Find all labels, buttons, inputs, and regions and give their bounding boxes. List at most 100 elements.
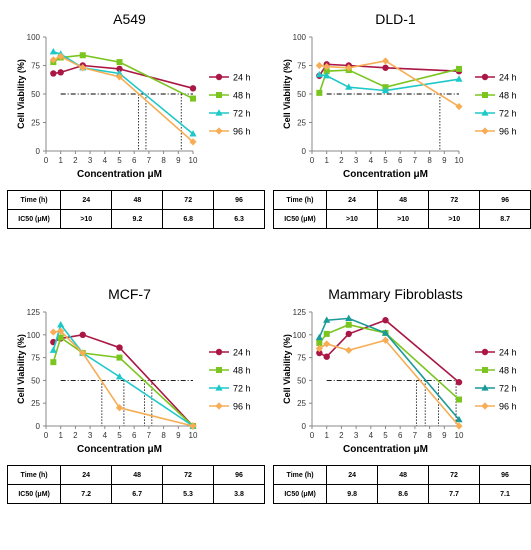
chart-panel-dld1: DLD-1 0 25 50 75 100 0 1 2 3 4 5 6 7 8 9 10 Concentration… — [266, 0, 531, 275]
x-tick-label: 2 — [339, 156, 344, 165]
legend-marker — [215, 348, 223, 356]
series-line — [318, 323, 460, 401]
data-point — [345, 64, 353, 72]
x-tick-label: 3 — [354, 431, 359, 440]
data-point — [345, 330, 352, 338]
ic50-table-mammary-fibroblasts: Time (h) 24 48 72 96 IC50 (μM) 9.8 8.6 7… — [272, 465, 531, 504]
data-point — [345, 321, 352, 328]
table-cell: >10 — [325, 209, 379, 229]
x-tick-label: 8 — [427, 431, 432, 440]
x-axis-label: Concentration μM — [343, 444, 428, 455]
x-tick-label: 0 — [310, 431, 315, 440]
x-axis-label: Concentration μM — [77, 444, 162, 455]
ic50-table-mcf7: Time (h) 24 48 72 96 IC50 (μM) 7.2 6.7 5… — [6, 465, 265, 504]
data-point — [116, 344, 123, 351]
table-cell: 96 — [213, 465, 265, 485]
table-cell: Time (h) — [6, 465, 62, 485]
legend-label: 96 h — [233, 127, 251, 137]
data-point — [50, 359, 57, 366]
legend-label: 48 h — [499, 366, 517, 376]
x-tick-label: 0 — [310, 156, 315, 165]
table-cell: 96 — [479, 465, 531, 485]
legend-marker — [481, 109, 489, 116]
data-point — [323, 353, 330, 360]
chart-panel-a549: A549 0 25 50 75 100 0 1 2 3 4 5 6 7 8 9 10 Concentration … — [0, 0, 265, 275]
legend-marker — [481, 384, 489, 391]
y-tick-label: 125 — [27, 308, 41, 317]
y-tick-label: 0 — [302, 422, 307, 431]
x-tick-label: 8 — [161, 156, 166, 165]
table-cell: >10 — [60, 209, 113, 229]
table-cell: 24 — [60, 465, 113, 485]
x-tick-label: 1 — [58, 156, 63, 165]
table-cell: Time (h) — [6, 190, 62, 210]
legend-label: 48 h — [233, 91, 251, 101]
y-axis-label: Cell Viability (%) — [282, 334, 292, 404]
data-point — [316, 349, 323, 357]
x-tick-label: 10 — [189, 156, 198, 165]
table-header-row: Time (h) 24 48 72 96 — [6, 465, 265, 485]
table-cell: >10 — [377, 209, 430, 229]
chart-title: A549 — [113, 11, 146, 27]
data-point — [455, 102, 463, 111]
x-tick-label: 2 — [73, 431, 78, 440]
y-tick-label: 50 — [297, 376, 306, 385]
table-cell: 96 — [479, 190, 531, 210]
x-tick-label: 4 — [369, 431, 374, 440]
table-cell: 24 — [60, 190, 113, 210]
x-tick-label: 3 — [88, 156, 93, 165]
y-axis-label: Cell Viability (%) — [16, 59, 26, 129]
table-cell: 48 — [111, 465, 164, 485]
legend-marker — [215, 127, 223, 135]
table-row: IC50 (μM) >10 9.2 6.8 6.3 — [6, 209, 265, 229]
x-tick-label: 0 — [44, 431, 49, 440]
table-cell: 9.2 — [111, 209, 164, 229]
data-point — [456, 65, 462, 72]
y-tick-label: 0 — [36, 147, 41, 156]
y-tick-label: 100 — [293, 33, 307, 42]
x-tick-label: 2 — [339, 431, 344, 440]
x-tick-label: 3 — [354, 156, 359, 165]
table-cell: 24 — [325, 190, 379, 210]
table-cell: 48 — [377, 190, 430, 210]
table-cell: 8.7 — [479, 209, 531, 229]
data-point — [116, 65, 123, 73]
y-tick-label: 75 — [31, 354, 40, 363]
chart-panel-mcf7: MCF-7 0 25 50 75 100 125 0 1 2 3 4 5 6 7 8 9 10 Concentrat… — [0, 275, 265, 550]
table-cell: 6.7 — [111, 484, 164, 504]
x-axis-label: Concentration μM — [77, 169, 162, 180]
y-tick-label: 75 — [31, 62, 40, 71]
table-cell: 7.7 — [428, 484, 481, 504]
x-tick-label: 6 — [398, 431, 403, 440]
y-tick-label: 50 — [31, 90, 40, 99]
table-cell: 9.8 — [326, 484, 379, 504]
legend-marker — [482, 367, 488, 373]
data-point — [381, 57, 390, 65]
table-cell: 72 — [162, 190, 215, 210]
legend-label: 72 h — [499, 109, 517, 119]
y-tick-label: 25 — [297, 119, 306, 128]
table-cell: 48 — [111, 190, 164, 210]
data-point — [115, 404, 124, 412]
x-tick-label: 4 — [103, 156, 108, 165]
data-point — [49, 328, 57, 336]
table-cell: Time (h) — [273, 190, 327, 210]
x-tick-label: 5 — [117, 156, 122, 165]
data-point — [323, 68, 330, 75]
data-point — [115, 372, 124, 380]
data-point — [382, 317, 389, 324]
y-tick-label: 100 — [27, 33, 41, 42]
legend-label: 72 h — [233, 109, 251, 119]
x-tick-label: 6 — [398, 156, 403, 165]
data-point — [189, 138, 197, 146]
data-point — [116, 354, 123, 361]
data-point — [49, 48, 57, 55]
x-tick-label: 7 — [147, 156, 152, 165]
table-header-row: Time (h) 24 48 72 96 — [273, 190, 531, 210]
table-cell: 72 — [162, 465, 215, 485]
table-cell: 7.1 — [479, 484, 531, 504]
table-cell: Time (h) — [272, 465, 328, 485]
